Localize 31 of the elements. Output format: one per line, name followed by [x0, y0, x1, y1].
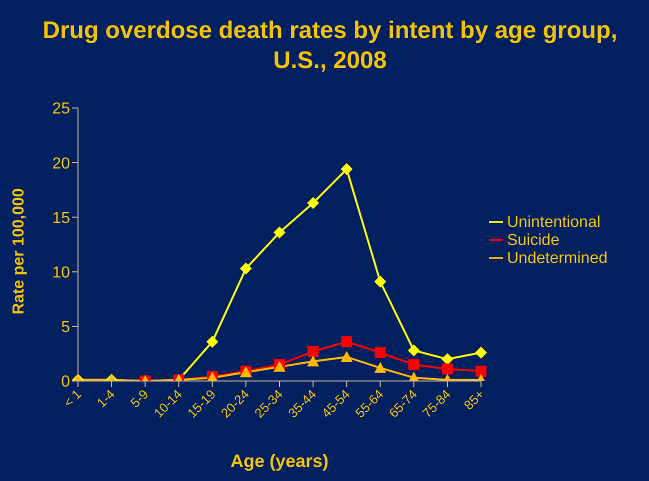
- point: [341, 336, 352, 348]
- point: [374, 276, 386, 288]
- point: [408, 344, 420, 356]
- legend-label: Suicide: [507, 232, 560, 248]
- point: [307, 197, 320, 210]
- point: [274, 226, 286, 238]
- point: [475, 346, 487, 359]
- point: [476, 366, 486, 377]
- y-tick-label: 20: [52, 155, 70, 172]
- y-tick-label: 15: [52, 210, 70, 227]
- point: [240, 262, 252, 275]
- point: [442, 363, 453, 374]
- y-axis-title: Rate per 100,000: [10, 188, 28, 314]
- point: [374, 362, 386, 373]
- point: [307, 355, 320, 366]
- legend-label: Undetermined: [507, 250, 608, 266]
- x-tick-label: 1-4: [94, 386, 118, 410]
- point: [308, 346, 319, 358]
- y-tick-label: 25: [52, 100, 70, 118]
- chart-title: Drug overdose death rates by intent by age group, U.S., 2008: [42, 16, 618, 76]
- point: [408, 359, 420, 370]
- x-tick-label: 85+: [460, 386, 488, 413]
- y-tick-label: 5: [61, 319, 70, 336]
- x-axis-title: Age (years): [230, 451, 329, 471]
- y-tick-label: 10: [52, 264, 70, 282]
- point: [340, 350, 353, 362]
- point: [206, 336, 218, 348]
- point: [340, 163, 353, 176]
- point: [374, 347, 386, 358]
- legend-label: Unintentional: [507, 214, 600, 230]
- x-tick-label: 5-9: [127, 386, 152, 410]
